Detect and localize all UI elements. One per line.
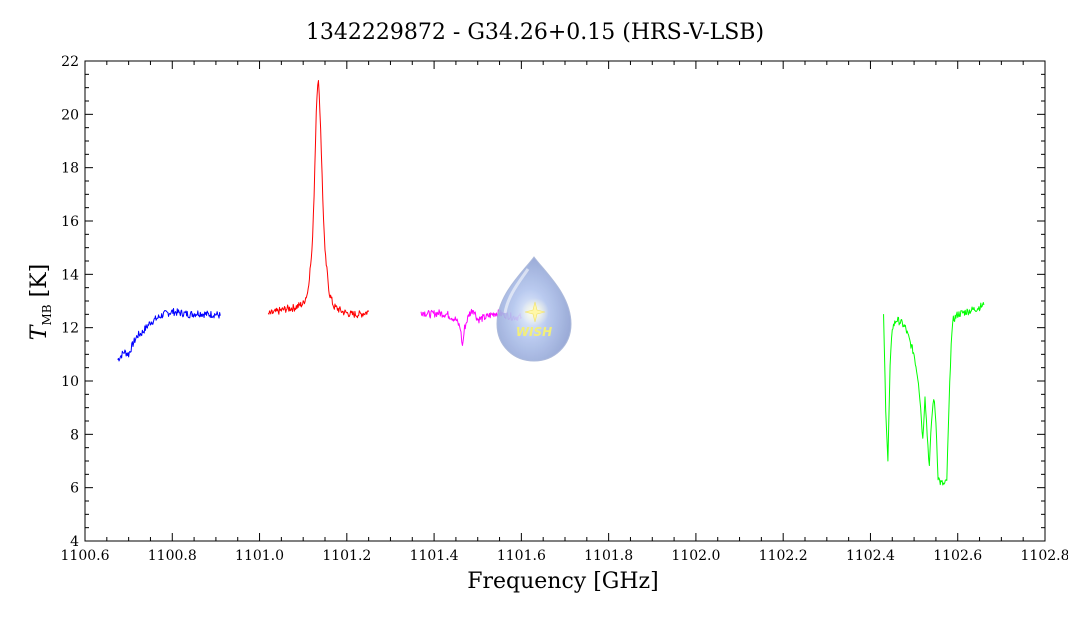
x-tick-label: 1101.6 — [497, 548, 546, 564]
x-tick-labels: 1100.6 1100.8 1101.0 1101.2 1101.4 1101.6 1101… — [61, 548, 1068, 564]
x-tick-label: 1102.0 — [671, 548, 720, 564]
series-line-4 — [883, 301, 985, 486]
x-tick-label: 1102.2 — [759, 548, 808, 564]
x-tick-label: 1102.8 — [1021, 548, 1068, 564]
series-line-1 — [117, 307, 221, 362]
y-tick-labels: 4 6 8 10 12 14 16 18 20 22 — [61, 54, 79, 550]
water-drop-star-icon: WISH — [496, 256, 572, 362]
x-tick-label: 1102.4 — [846, 548, 895, 564]
logo-text: WISH — [516, 325, 552, 339]
x-tick-label: 1100.6 — [61, 548, 110, 564]
x-tick-label: 1101.8 — [584, 548, 633, 564]
x-tick-label: 1101.2 — [322, 548, 371, 564]
x-axis-label: Frequency [GHz] — [467, 569, 659, 594]
svg-text:TMB [K]: TMB [K] — [27, 264, 54, 340]
axis-ticks — [84, 60, 1046, 542]
y-tick-label: 4 — [70, 534, 79, 550]
y-tick-label: 12 — [61, 321, 79, 337]
y-axis-label: TMB [K] — [27, 264, 54, 340]
x-tick-label: 1101.0 — [235, 548, 284, 564]
y-tick-label: 6 — [70, 481, 79, 497]
series-line-2 — [267, 80, 370, 319]
x-tick-label: 1101.4 — [410, 548, 459, 564]
y-tick-label: 16 — [61, 214, 79, 230]
y-tick-label: 14 — [61, 267, 79, 283]
chart-title: 1342229872 - G34.26+0.15 (HRS-V-LSB) — [306, 20, 764, 45]
y-tick-label: 20 — [61, 107, 79, 123]
x-tick-label: 1100.8 — [148, 548, 197, 564]
y-axis-label-sub: MB — [40, 304, 54, 325]
y-axis-label-main: T — [27, 323, 52, 340]
y-tick-label: 22 — [61, 54, 79, 70]
y-axis-label-unit: [K] — [27, 264, 52, 298]
y-tick-label: 10 — [61, 374, 79, 390]
x-tick-label: 1102.6 — [933, 548, 982, 564]
y-tick-label: 8 — [70, 427, 79, 443]
y-tick-label: 18 — [61, 161, 79, 177]
